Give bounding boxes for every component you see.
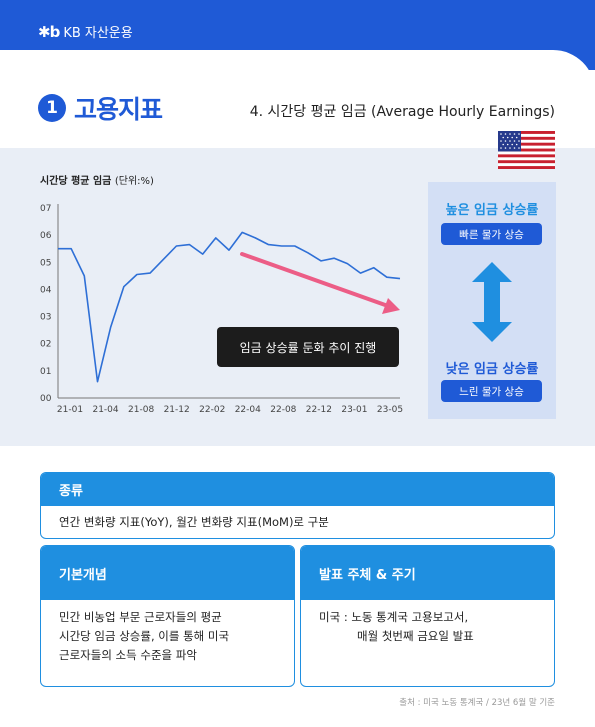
release-body: 미국 : 노동 통계국 고용보고서, 매월 첫번째 금요일 발표 <box>301 600 554 646</box>
x-tick-label: 21-01 <box>57 405 83 415</box>
concept-line: 근로자들의 소득 수준을 파악 <box>59 648 197 662</box>
y-tick-label: 05 <box>40 258 51 268</box>
chart-title-text: 시간당 평균 임금 <box>40 176 112 187</box>
low-wage-label: 낮은 임금 상승률 <box>445 362 539 377</box>
x-tick-label: 22-04 <box>235 405 261 415</box>
release-line: 미국 : 노동 통계국 고용보고서, <box>319 610 469 624</box>
slow-inflation-pill: 느린 물가 상승 <box>441 380 542 402</box>
concept-heading: 기본개념 <box>41 546 294 600</box>
x-tick-label: 21-12 <box>164 405 190 415</box>
page-subtitle: 4. 시간당 평균 임금 (Average Hourly Earnings) <box>249 104 555 120</box>
y-tick-label: 02 <box>40 340 51 350</box>
x-tick-label: 22-12 <box>306 405 332 415</box>
y-tick-label: 01 <box>40 367 51 377</box>
release-heading: 발표 주체 & 주기 <box>301 546 554 600</box>
chart-unit: (단위:%) <box>114 176 154 187</box>
x-tick-label: 23-01 <box>341 405 367 415</box>
kb-logo: ✱b KB 자산운용 <box>38 22 133 42</box>
y-tick-label: 00 <box>40 394 52 404</box>
concept-line: 민간 비농업 부문 근로자들의 평균 <box>59 610 222 624</box>
y-tick-label: 03 <box>40 313 51 323</box>
chart-title: 시간당 평균 임금 (단위:%) <box>40 172 154 187</box>
trend-annotation: 임금 상승률 둔화 추이 진행 <box>217 327 399 367</box>
type-body: 연간 변화량 지표(YoY), 월간 변화량 지표(MoM)로 구분 <box>59 515 329 529</box>
title-row: 1 고용지표 <box>38 90 163 126</box>
kb-star-icon: ✱b <box>38 22 60 41</box>
concept-line: 시간당 임금 상승률, 이를 통해 미국 <box>59 629 230 643</box>
y-tick-label: 04 <box>40 285 52 295</box>
fast-inflation-pill: 빠른 물가 상승 <box>441 223 542 245</box>
page-title: 고용지표 <box>74 95 163 124</box>
high-wage-label: 높은 임금 상승률 <box>445 203 539 218</box>
type-box: 종류 연간 변화량 지표(YoY), 월간 변화량 지표(MoM)로 구분 <box>40 472 555 539</box>
logo-text: KB 자산운용 <box>63 26 133 41</box>
release-box: 발표 주체 & 주기 미국 : 노동 통계국 고용보고서, 매월 첫번째 금요일… <box>300 545 555 687</box>
type-heading: 종류 <box>41 473 554 506</box>
y-tick-label: 06 <box>40 231 52 241</box>
section-number: 1 <box>38 94 66 122</box>
x-tick-label: 23-05 <box>377 405 403 415</box>
release-line: 매월 첫번째 금요일 발표 <box>357 629 474 643</box>
y-tick-label: 07 <box>40 204 51 214</box>
source-footnote: 출처 : 미국 노동 통계국 / 23년 6월 말 기준 <box>399 698 555 708</box>
x-tick-label: 21-04 <box>92 405 118 415</box>
trend-arrow-shaft <box>240 252 390 308</box>
wage-line-chart: 07 06 05 04 03 02 01 00 21-01 21-04 21-08 21-12 22-0… <box>40 204 403 415</box>
x-tick-label: 22-08 <box>270 405 296 415</box>
us-flag-icon <box>498 131 555 169</box>
trend-arrow-head <box>382 298 400 314</box>
up-down-arrow-icon <box>472 262 512 342</box>
concept-box: 기본개념 민간 비농업 부문 근로자들의 평균 시간당 임금 상승률, 이를 통… <box>40 545 295 687</box>
series-line <box>58 231 401 383</box>
concept-body: 민간 비농업 부문 근로자들의 평균 시간당 임금 상승률, 이를 통해 미국 … <box>41 600 294 665</box>
x-tick-label: 21-08 <box>128 405 154 415</box>
x-tick-label: 22-02 <box>199 405 225 415</box>
